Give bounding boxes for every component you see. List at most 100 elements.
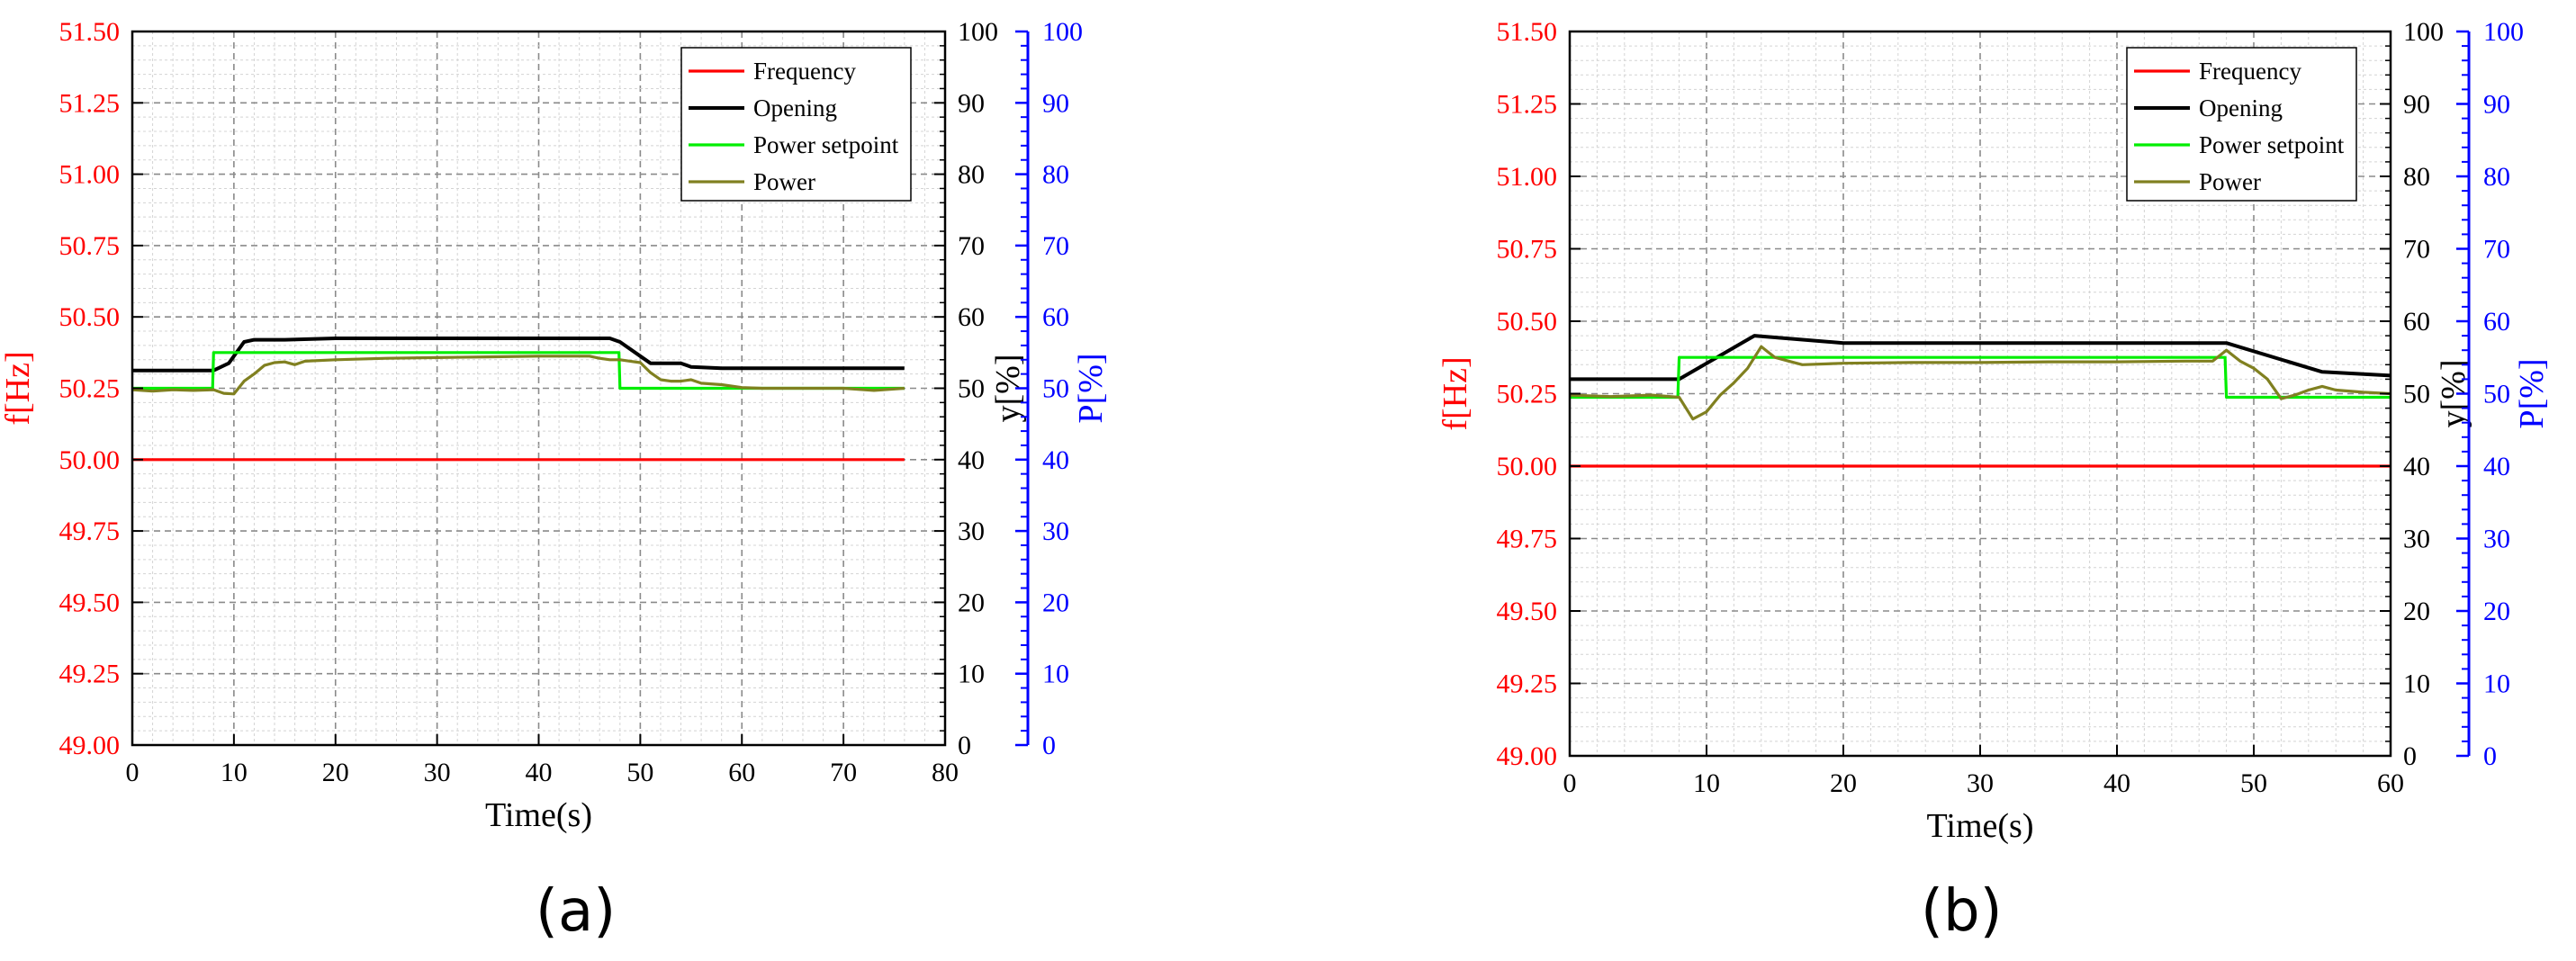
- right-tick-label: 30: [958, 516, 985, 546]
- legend-box: [2126, 47, 2357, 202]
- left-tick-label: 50.50: [1497, 307, 1558, 337]
- right-axis-label-p: P[%]: [2513, 358, 2551, 428]
- right-tick-label: 20: [2403, 597, 2430, 626]
- x-axis-label: Time(s): [1927, 807, 2034, 845]
- series-line-power-setpoint: [132, 351, 905, 391]
- left-tick-label: 51.25: [59, 88, 121, 118]
- legend-entry-label: Frequency: [2199, 58, 2301, 85]
- left-tick-label: 49.75: [59, 516, 121, 546]
- right-tick-label: 90: [958, 88, 985, 118]
- right-tick-label: 50: [958, 374, 985, 404]
- x-tick-label: 0: [1563, 768, 1577, 798]
- series-line-power: [131, 355, 905, 396]
- x-axis-label: Time(s): [485, 796, 592, 834]
- right-tick-label: 10: [958, 660, 985, 689]
- x-tick-label: 40: [2103, 768, 2130, 798]
- left-tick-label: 50.75: [59, 231, 121, 261]
- right-tick-label: 70: [958, 231, 985, 261]
- legend-entry-label: Power setpoint: [753, 131, 899, 158]
- x-tick-label: 70: [830, 758, 857, 787]
- chart-b-svg: 0 10 20 30 40 50 60 Time(s) 49.00 49.25 49.50 49.75…: [1437, 17, 2551, 845]
- x-tick-label: 30: [424, 758, 451, 787]
- blue-tick-label: 20: [2483, 597, 2510, 626]
- right-tick-label: 10: [2403, 669, 2430, 699]
- right-tick-label: 40: [2403, 452, 2430, 481]
- panel-label-b: (b): [1921, 878, 2003, 945]
- x-tick-label: 80: [932, 758, 959, 787]
- right-axis-label-p: P[%]: [1072, 353, 1110, 423]
- left-tick-label: 51.00: [59, 160, 121, 190]
- legend-box: [680, 47, 912, 202]
- series-line-power: [1569, 345, 2391, 421]
- blue-tick-label: 70: [2483, 235, 2510, 265]
- right-tick-label: 90: [2403, 90, 2430, 120]
- right-tick-label: 30: [2403, 525, 2430, 554]
- x-tick-label: 60: [2377, 768, 2404, 798]
- right-tick-label: 80: [2403, 162, 2430, 192]
- blue-tick-label: 40: [2483, 452, 2510, 481]
- chart-a-svg: 0 10 20 30 40 50 60 70 80 Time(s) 49.00 49.25 49.50 4…: [0, 17, 1110, 834]
- right-tick-label: 70: [2403, 235, 2430, 265]
- right-tick-label: 20: [958, 588, 985, 617]
- left-tick-label: 50.75: [1497, 235, 1558, 265]
- x-tick-label: 10: [221, 758, 248, 787]
- left-tick-label: 51.50: [59, 17, 121, 47]
- legend-entry-label: Opening: [2199, 94, 2283, 121]
- blue-tick-label: 60: [2483, 307, 2510, 337]
- right-tick-label: 60: [2403, 307, 2430, 337]
- blue-tick-label: 0: [2483, 741, 2497, 771]
- legend-entry-label: Frequency: [753, 58, 856, 85]
- left-tick-label: 50.25: [59, 374, 121, 404]
- left-tick-label: 50.25: [1497, 380, 1558, 409]
- blue-tick-label: 40: [1042, 445, 1069, 475]
- left-tick-label: 49.50: [1497, 597, 1558, 626]
- blue-tick-label: 70: [1042, 231, 1069, 261]
- x-tick-label: 50: [2240, 768, 2267, 798]
- left-tick-label: 50.50: [59, 302, 121, 332]
- x-tick-label: 0: [126, 758, 140, 787]
- legend-entry-label: Power: [753, 168, 815, 195]
- blue-tick-label: 10: [2483, 669, 2510, 699]
- left-tick-label: 49.25: [59, 660, 121, 689]
- blue-tick-label: 50: [2483, 380, 2510, 409]
- x-tick-label: 30: [1967, 768, 1994, 798]
- blue-tick-label: 80: [2483, 162, 2510, 192]
- legend: Frequency Opening Power setpoint Power: [680, 47, 912, 202]
- legend-entry-label: Power setpoint: [2199, 131, 2345, 158]
- series-line-power-setpoint: [1570, 355, 2391, 400]
- right-tick-label: 100: [958, 17, 998, 47]
- x-tick-label: 40: [526, 758, 553, 787]
- blue-tick-label: 80: [1042, 160, 1069, 190]
- blue-tick-label: 30: [2483, 525, 2510, 554]
- legend-entry-label: Power: [2199, 168, 2261, 195]
- x-tick-label: 10: [1693, 768, 1720, 798]
- legend-entry-label: Opening: [753, 94, 837, 121]
- left-tick-label: 51.00: [1497, 162, 1558, 192]
- right-tick-label: 80: [958, 160, 985, 190]
- left-tick-label: 49.25: [1497, 669, 1558, 699]
- left-tick-label: 50.00: [59, 445, 121, 475]
- x-tick-label: 60: [728, 758, 755, 787]
- blue-tick-label: 0: [1042, 731, 1056, 760]
- series-line-opening: [1570, 334, 2391, 382]
- blue-tick-label: 90: [2483, 90, 2510, 120]
- x-tick-label: 50: [626, 758, 653, 787]
- left-tick-label: 51.25: [1497, 90, 1558, 120]
- left-axis-label: f[Hz]: [0, 351, 37, 425]
- left-tick-label: 49.00: [59, 731, 121, 760]
- left-tick-label: 51.50: [1497, 17, 1558, 47]
- chart-panel-a: 0 10 20 30 40 50 60 70 80 Time(s) 49.00 49.25 49.50 4…: [0, 17, 1110, 945]
- chart-panel-b: 0 10 20 30 40 50 60 Time(s) 49.00 49.25 49.50 49.75…: [1288, 0, 2576, 961]
- right-tick-label: 100: [2403, 17, 2444, 47]
- right-tick-label: 50: [2403, 380, 2430, 409]
- blue-tick-label: 90: [1042, 88, 1069, 118]
- blue-tick-label: 100: [1042, 17, 1083, 47]
- left-axis-label: f[Hz]: [1437, 356, 1474, 430]
- x-tick-label: 20: [322, 758, 349, 787]
- right-tick-label: 0: [2403, 741, 2417, 771]
- blue-tick-label: 50: [1042, 374, 1069, 404]
- right-tick-label: 0: [958, 731, 971, 760]
- blue-tick-label: 10: [1042, 660, 1069, 689]
- x-tick-label: 20: [1830, 768, 1857, 798]
- left-tick-label: 49.50: [59, 588, 121, 617]
